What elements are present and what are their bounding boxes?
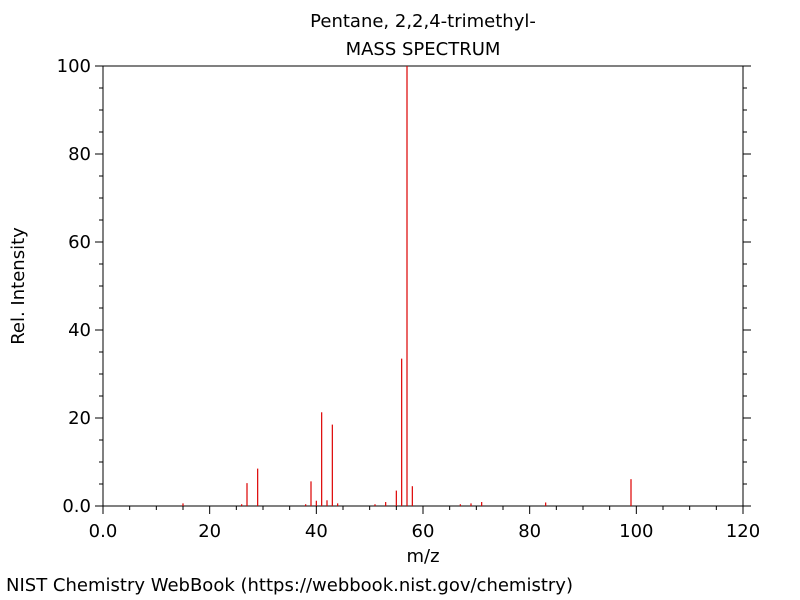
x-tick-label: 100 — [619, 521, 653, 542]
chart-title: Pentane, 2,2,4-trimethyl- — [310, 11, 536, 32]
x-tick-label: 60 — [412, 521, 435, 542]
x-tick-label: 0.0 — [89, 521, 118, 542]
x-tick-label: 80 — [518, 521, 541, 542]
x-tick-label: 40 — [305, 521, 328, 542]
plot-frame — [102, 65, 744, 507]
y-tick-label: 0.0 — [62, 496, 91, 517]
mass-spectrum-chart: Pentane, 2,2,4-trimethyl- MASS SPECTRUM … — [8, 11, 760, 567]
footer-credit: NIST Chemistry WebBook (https://webbook.… — [6, 575, 573, 596]
y-axis-label: Rel. Intensity — [8, 227, 29, 345]
chart-subtitle: MASS SPECTRUM — [346, 39, 501, 60]
y-tick-label: 80 — [68, 144, 91, 165]
y-tick-label: 60 — [68, 232, 91, 253]
x-tick-label: 120 — [726, 521, 760, 542]
y-tick-label: 40 — [68, 320, 91, 341]
x-axis-label: m/z — [406, 546, 439, 567]
x-tick-label: 20 — [198, 521, 221, 542]
y-tick-label: 20 — [68, 408, 91, 429]
y-tick-label: 100 — [57, 56, 91, 77]
